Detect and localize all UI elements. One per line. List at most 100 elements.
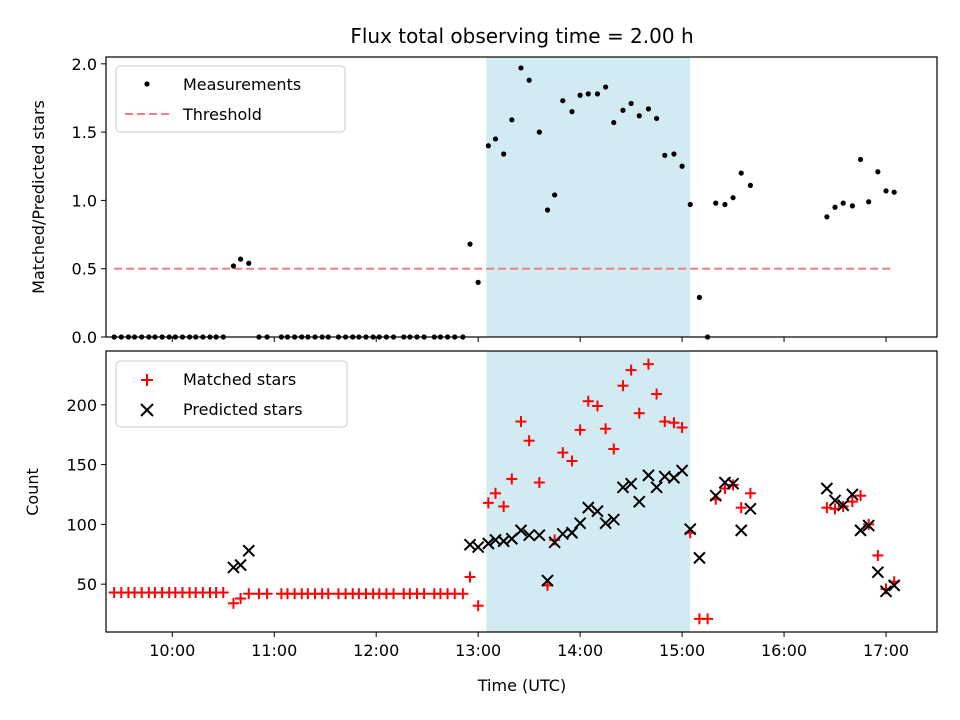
x-axis-label: Time (UTC)	[477, 676, 566, 695]
measurement-point	[832, 204, 838, 210]
legend-matched-label: Matched stars	[183, 370, 296, 389]
predicted-star-point	[854, 524, 867, 537]
measurement-point	[552, 192, 558, 198]
measurement-point	[569, 109, 575, 115]
measurement-point	[645, 106, 652, 112]
matched-star-point	[821, 502, 833, 514]
matched-star-point	[506, 473, 518, 485]
matched-star-point	[472, 600, 484, 612]
predicted-star-point	[862, 519, 875, 532]
matched-star-point	[482, 497, 494, 509]
measurement-point	[857, 156, 864, 163]
matched-star-point	[600, 423, 612, 435]
matched-star-point	[651, 388, 663, 400]
top-y-tick-label: 2.0	[72, 55, 97, 74]
top-y-axis-label: Matched/Predicted stars	[29, 100, 48, 294]
predicted-star-point	[599, 516, 612, 530]
measurement-point	[594, 91, 601, 97]
matched-star-point	[464, 571, 476, 583]
predicted-star-point	[642, 469, 655, 482]
bottom-legend-box	[115, 360, 348, 428]
matched-star-point	[872, 549, 884, 561]
predicted-star-point	[616, 481, 630, 494]
matched-star-point	[617, 380, 629, 392]
matched-star-point	[557, 447, 569, 459]
bottom-y-ticks: 50 100 150 200	[66, 396, 106, 594]
predicted-star-point	[541, 574, 554, 587]
measurement-point	[475, 279, 481, 285]
matched-star-point	[702, 613, 714, 625]
top-legend-box	[115, 65, 346, 133]
measurement-point	[611, 119, 617, 126]
chart-title: Flux total observing time = 2.00 h	[350, 24, 693, 48]
x-tick-label: 11:00	[251, 641, 297, 660]
top-y-tick-label: 1.0	[72, 191, 97, 210]
measurement-point	[722, 201, 728, 208]
predicted-star-point	[684, 522, 697, 536]
matched-star-point	[642, 358, 654, 370]
measurement-point	[730, 195, 736, 201]
predicted-star-point	[482, 537, 495, 550]
predicted-star-point	[871, 566, 885, 579]
matched-star-point	[498, 500, 510, 512]
matched-star-point	[227, 597, 239, 609]
measurement-point	[824, 214, 830, 220]
top-highlight-span-group	[486, 57, 691, 337]
measurement-point	[628, 100, 634, 107]
matched-star-point	[668, 417, 680, 429]
predicted-star-point	[650, 481, 663, 494]
matched-star-point	[591, 400, 603, 412]
matched-star-point	[243, 588, 255, 600]
x-tick-label: 15:00	[659, 641, 705, 660]
matched-star-point	[659, 416, 671, 428]
matched-star-point	[625, 364, 637, 376]
measurement-point	[662, 152, 668, 158]
measurement-point	[518, 65, 524, 71]
top-axes-frame	[105, 56, 938, 338]
matched-star-point	[735, 502, 747, 514]
bottom-axes-frame	[105, 350, 938, 633]
top-highlight-span	[486, 57, 691, 337]
legend-measurements-label: Measurements	[183, 75, 301, 94]
bottom-y-tick-label: 50	[77, 575, 97, 594]
matched-star-point	[633, 407, 645, 419]
measurement-point	[679, 163, 685, 169]
predicted-star-point	[879, 585, 893, 598]
measurement-point	[230, 263, 237, 269]
measurements-group	[111, 65, 897, 340]
measurement-point	[577, 92, 583, 98]
bottom-legend: Matched stars Predicted stars	[115, 360, 348, 428]
measurement-point	[560, 98, 566, 104]
measurement-point	[501, 151, 507, 157]
measurement-point	[467, 241, 473, 247]
predicted-stars-group	[227, 464, 901, 598]
measurement-point	[237, 256, 244, 262]
predicted-star-point	[234, 558, 247, 572]
predicted-star-point	[709, 489, 722, 502]
legend-matched-marker	[141, 374, 153, 386]
measurement-point	[738, 170, 744, 176]
predicted-star-point	[607, 513, 620, 526]
predicted-star-point	[633, 495, 646, 508]
measurement-point	[654, 115, 660, 122]
bottom-y-axis-label: Count	[23, 468, 42, 516]
matched-star-point	[846, 496, 858, 508]
matched-star-point	[523, 435, 535, 447]
legend-threshold-label: Threshold	[182, 105, 262, 124]
predicted-star-point	[828, 494, 842, 507]
matched-star-point	[261, 588, 273, 600]
top-y-tick-label: 0.0	[72, 328, 97, 347]
matched-star-point	[322, 588, 334, 600]
measurement-point	[636, 113, 642, 119]
measurement-point	[891, 189, 897, 195]
predicted-star-point	[735, 524, 748, 537]
matched-star-point	[217, 587, 229, 599]
legend-predicted-marker	[140, 403, 154, 417]
top-y-tick-label: 1.5	[72, 123, 97, 142]
predicted-star-point	[471, 540, 485, 554]
x-tick-label: 12:00	[353, 641, 399, 660]
x-tick-label: 14:00	[557, 641, 603, 660]
matched-star-point	[744, 487, 756, 499]
x-tick-label: 10:00	[149, 641, 195, 660]
bottom-x-ticks: 10:00 11:00 12:00 13:00 14:00 15:00 16:00 17:00	[149, 632, 909, 660]
